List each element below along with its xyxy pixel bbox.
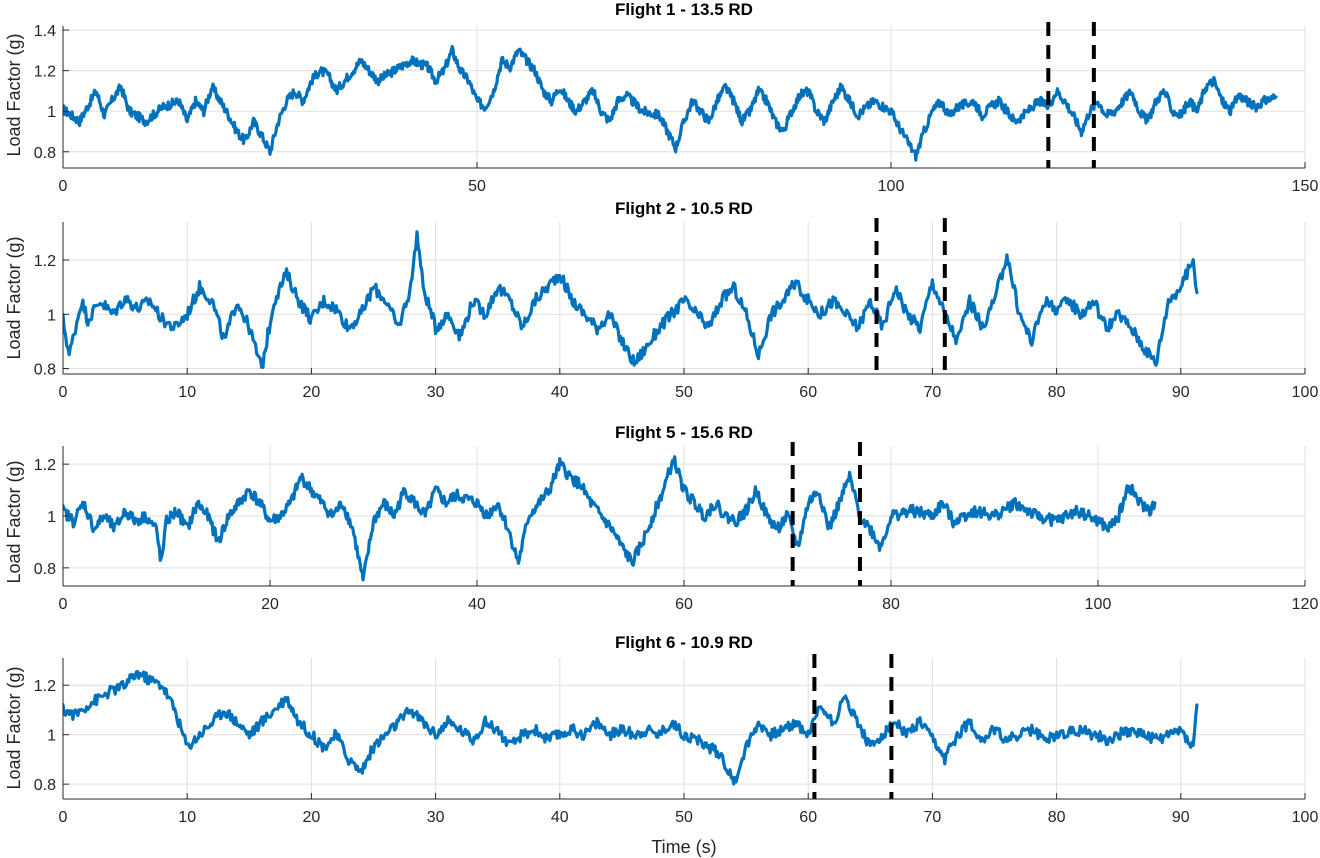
x-tick-label: 0 (59, 178, 68, 195)
x-tick-label: 40 (468, 596, 486, 613)
subplot-title: Flight 1 - 13.5 RD (615, 0, 753, 19)
subplot-flight-2: Flight 2 - 10.5 RD Load Factor (g) 0 10 20… (4, 199, 1318, 401)
x-tick-label: 70 (924, 384, 942, 401)
y-tick-label: 0.8 (34, 145, 56, 162)
y-tick-label: 0.8 (34, 561, 56, 578)
x-tick-label: 0 (59, 596, 68, 613)
plot-area (62, 446, 1306, 586)
x-tick-label: 10 (178, 384, 196, 401)
x-tick-label: 20 (303, 384, 321, 401)
load-factor-series-line (63, 669, 1199, 786)
plot-area (62, 26, 1306, 168)
subplot-flight-5: Flight 5 - 15.6 RD Load Factor (g) 0 20 40… (4, 423, 1318, 613)
x-tick-label: 60 (799, 384, 817, 401)
x-tick-label: 80 (882, 596, 900, 613)
y-tick-label: 1 (47, 307, 56, 324)
x-tick-label: 80 (1048, 809, 1066, 826)
y-tick-label: 1 (47, 728, 56, 745)
load-factor-series-line (63, 230, 1199, 369)
y-tick-label: 1.2 (34, 457, 56, 474)
x-tick-label: 80 (1048, 384, 1066, 401)
plot-background (63, 26, 1305, 168)
x-tick-label: 30 (427, 809, 445, 826)
subplot-title: Flight 2 - 10.5 RD (615, 199, 753, 218)
x-tick-label: 150 (1292, 178, 1319, 195)
x-tick-label: 100 (1292, 809, 1319, 826)
x-tick-label: 50 (675, 809, 693, 826)
x-tick-label: 60 (675, 596, 693, 613)
x-tick-label: 50 (675, 384, 693, 401)
x-tick-label: 90 (1172, 809, 1190, 826)
y-axis-label: Load Factor (g) (4, 236, 24, 359)
x-axis-label: Time (s) (651, 837, 716, 857)
x-tick-label: 0 (59, 809, 68, 826)
x-tick-label: 60 (799, 809, 817, 826)
x-tick-label: 20 (303, 809, 321, 826)
y-tick-label: 1 (47, 104, 56, 121)
y-axis-label: Load Factor (g) (4, 33, 24, 156)
x-tick-label: 40 (551, 809, 569, 826)
y-tick-label: 1.2 (34, 678, 56, 695)
load-factor-series-line (63, 455, 1157, 582)
x-tick-label: 100 (1085, 596, 1112, 613)
y-axis-label: Load Factor (g) (4, 460, 24, 583)
x-tick-label: 0 (59, 384, 68, 401)
y-tick-label: 1.4 (34, 23, 56, 40)
plot-area (62, 658, 1306, 799)
y-tick-label: 1 (47, 509, 56, 526)
y-tick-label: 1.2 (34, 64, 56, 81)
x-tick-label: 100 (878, 178, 905, 195)
load-factor-series-line (63, 44, 1278, 162)
subplot-title: Flight 5 - 15.6 RD (615, 423, 753, 442)
x-tick-label: 50 (468, 178, 486, 195)
x-tick-label: 90 (1172, 384, 1190, 401)
y-axis-label: Load Factor (g) (4, 666, 24, 789)
x-tick-label: 70 (924, 809, 942, 826)
subplot-flight-6: Flight 6 - 10.9 RD Load Factor (g) Time … (4, 633, 1318, 857)
y-tick-label: 0.8 (34, 777, 56, 794)
x-tick-label: 40 (551, 384, 569, 401)
x-tick-label: 10 (178, 809, 196, 826)
x-tick-label: 120 (1292, 596, 1319, 613)
subplot-title: Flight 6 - 10.9 RD (615, 633, 753, 652)
y-tick-label: 0.8 (34, 362, 56, 379)
subplot-flight-1: Flight 1 - 13.5 RD Load Factor (g) 0 50 10… (4, 0, 1318, 195)
x-tick-label: 30 (427, 384, 445, 401)
y-tick-label: 1.2 (34, 253, 56, 270)
x-tick-label: 100 (1292, 384, 1319, 401)
x-tick-label: 20 (261, 596, 279, 613)
